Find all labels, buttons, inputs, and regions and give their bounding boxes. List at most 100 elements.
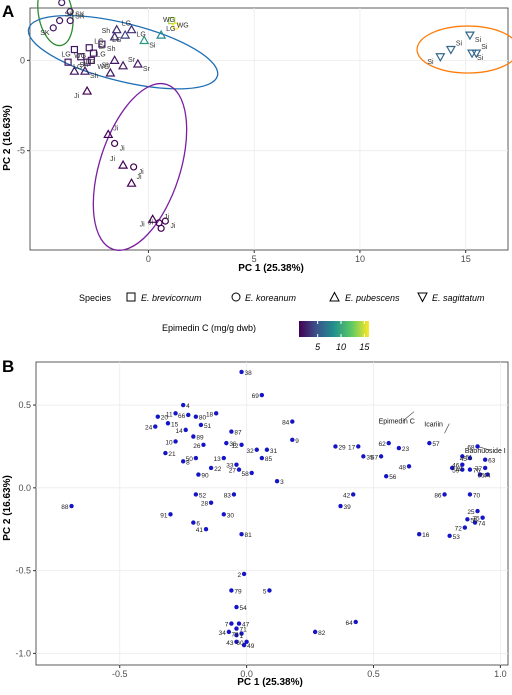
point-label: SK (75, 12, 85, 19)
panel-b-y-tick-label: -0.5 (15, 566, 31, 576)
panel-a-grid (29, 7, 509, 251)
confidence-ellipse (416, 25, 512, 74)
point-label: 13 (214, 456, 222, 463)
data-point (229, 588, 234, 593)
point-label: 82 (318, 630, 326, 637)
data-point (156, 29, 167, 39)
point-label: 2 (237, 572, 241, 579)
point-label: 32 (247, 448, 255, 455)
annotation-leader-line (444, 423, 450, 434)
data-point (109, 55, 120, 64)
point-label: 79 (234, 588, 242, 595)
legend: Species E. brevicornum E. koreanum E. pu… (79, 291, 485, 352)
confidence-ellipse (27, 14, 219, 90)
data-point (406, 464, 412, 469)
data-point (234, 632, 239, 638)
point-label: Ji (137, 174, 143, 181)
data-point (155, 414, 161, 419)
point-label: 27 (229, 468, 237, 475)
data-point (361, 454, 366, 459)
point-label: 83 (224, 492, 232, 499)
point-label: 42 (343, 492, 351, 499)
data-point (198, 422, 204, 428)
point-label: Ji (113, 125, 119, 132)
point-label: 7 (225, 622, 229, 629)
point-label: 47 (242, 622, 250, 629)
data-point (163, 450, 168, 456)
point-label: 3 (280, 479, 284, 486)
point-label: Sh (79, 62, 88, 69)
point-label: 24 (145, 425, 153, 432)
point-label: 72 (455, 526, 463, 533)
point-label: 75 (472, 516, 480, 523)
point-label: 28 (201, 501, 209, 508)
data-point (147, 214, 158, 223)
data-point (259, 392, 265, 398)
data-point (231, 492, 237, 497)
point-label: 16 (422, 532, 430, 539)
point-label: 63 (488, 458, 496, 465)
data-point (165, 421, 171, 426)
data-point (69, 503, 74, 509)
data-point (98, 40, 106, 48)
data-point (130, 163, 138, 171)
data-point (180, 459, 186, 464)
data-point (79, 65, 91, 75)
data-point (239, 442, 244, 447)
data-point (126, 24, 137, 34)
data-point (69, 65, 80, 75)
point-label: 43 (226, 640, 234, 647)
data-point (229, 429, 234, 434)
data-point (290, 437, 295, 443)
data-point (467, 492, 473, 497)
point-label: 48 (399, 464, 407, 471)
point-label: 10 (165, 439, 173, 446)
point-label: 52 (199, 492, 207, 499)
point-label: 91 (160, 512, 168, 519)
panel-b-frame (35, 361, 509, 666)
point-label: 5 (263, 588, 267, 595)
color-scale-bar (299, 321, 369, 337)
legend-item-pubescens: E. pubescens (329, 291, 400, 303)
point-label: 20 (161, 415, 169, 422)
data-point (462, 525, 468, 530)
point-label: 90 (201, 473, 209, 480)
point-label: 21 (168, 451, 176, 458)
data-point (64, 58, 72, 66)
data-point (472, 520, 478, 525)
point-label: 55 (470, 517, 478, 524)
data-point (244, 639, 249, 645)
data-point (77, 53, 85, 61)
point-label: WG (74, 53, 86, 60)
point-label: LG (61, 52, 70, 59)
point-label: 77 (475, 466, 483, 473)
point-label: 35 (366, 454, 374, 461)
point-label: LG (112, 37, 121, 44)
point-label: Sr (128, 57, 136, 64)
data-point (236, 621, 242, 626)
data-point (383, 474, 389, 479)
point-label: 56 (389, 474, 397, 481)
data-point (180, 402, 186, 408)
square-marker-icon (126, 292, 136, 302)
data-point (196, 472, 201, 477)
point-label: Sh (90, 73, 99, 80)
data-point (83, 58, 91, 66)
circle-marker-icon (231, 292, 241, 302)
point-label: 57 (432, 441, 440, 448)
data-point (241, 571, 247, 577)
legend-item-koreanum: E. koreanum (231, 292, 297, 303)
point-label: 76 (473, 468, 481, 475)
data-point (172, 22, 180, 30)
point-label: 45 (460, 456, 468, 463)
point-label: 85 (265, 456, 273, 463)
point-label: 88 (61, 504, 69, 511)
data-point (249, 470, 254, 476)
point-label: Ji (110, 156, 116, 163)
data-point (460, 467, 465, 472)
data-point (203, 527, 209, 532)
data-point (351, 492, 356, 497)
point-label: 25 (467, 509, 475, 516)
point-label: 1 (239, 633, 243, 640)
